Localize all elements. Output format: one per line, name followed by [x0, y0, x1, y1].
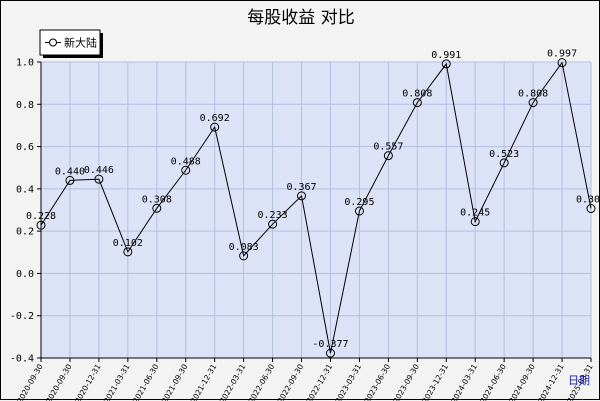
x-tick-label: 2024-09-30	[507, 362, 537, 401]
x-tick-label: 2024-03-31	[449, 362, 479, 401]
data-point	[297, 191, 307, 201]
data-label: 0.557	[373, 142, 403, 153]
data-label: 0.692	[200, 113, 230, 124]
x-tick-label: 2024-12-31	[536, 362, 566, 401]
x-tick-label: 2022-03-31	[218, 362, 248, 401]
data-label: 0.997	[547, 49, 577, 60]
y-tick-label: -0.4	[10, 354, 34, 365]
y-tick-label: 0.2	[16, 227, 34, 238]
data-label: 0.245	[460, 208, 490, 219]
chart-title: 每股收益 对比	[247, 8, 354, 28]
data-point	[441, 59, 451, 69]
data-label: 0.307	[576, 195, 600, 206]
x-axis-label: 日期	[568, 374, 590, 387]
x-tick-label: 2024-06-30	[478, 362, 508, 401]
legend-label: 新大陆	[64, 36, 97, 50]
data-label: 0.367	[286, 182, 316, 193]
series-layer	[36, 58, 596, 358]
data-label: 0.308	[142, 194, 172, 205]
data-point	[152, 203, 162, 213]
x-tick-label: 2021-03-31	[102, 362, 132, 401]
data-point	[470, 217, 480, 227]
data-label: 0.295	[344, 197, 374, 208]
data-point	[210, 122, 220, 132]
legend: 新大陆	[39, 29, 103, 58]
legend-marker	[49, 38, 57, 47]
data-point	[412, 98, 422, 108]
x-tick-label: 2020-09-30	[15, 362, 45, 401]
x-tick-label: 2022-09-30	[276, 362, 306, 401]
data-point	[528, 98, 538, 108]
data-point	[268, 219, 278, 229]
y-tick-label: 0.8	[16, 100, 34, 111]
data-point	[499, 158, 509, 168]
x-tick-label: 2023-09-30	[391, 362, 421, 401]
x-tick-label: 2023-03-31	[334, 362, 364, 401]
x-tick-label: 2021-12-31	[189, 362, 219, 401]
y-tick-label: 1.0	[16, 58, 34, 69]
data-point	[65, 175, 75, 185]
grid-lines	[40, 61, 592, 359]
y-axis-ticks: -0.4 -0.2 0.0 0.2 0.4 0.6 0.8 1.0	[10, 58, 41, 365]
data-label: -0.377	[312, 339, 348, 350]
x-tick-label: 2021-09-30	[160, 362, 190, 401]
series-line	[40, 61, 592, 354]
data-label: 0.233	[258, 210, 288, 221]
x-tick-label: 2023-06-30	[363, 362, 393, 401]
x-tick-label: 2020-12-31	[73, 362, 103, 401]
data-label: 0.808	[402, 89, 432, 100]
x-axis-ticks: 2020-09-30 2020-09-30 2020-12-31 2021-03-31…	[15, 358, 595, 401]
axes	[40, 62, 591, 359]
y-tick-label: 0.0	[16, 269, 34, 280]
y-tick-label: -0.2	[10, 311, 34, 322]
y-tick-label: 0.4	[16, 184, 34, 195]
data-label: 0.440	[55, 166, 85, 177]
data-label: 0.523	[489, 149, 519, 160]
data-point	[354, 206, 364, 216]
data-label: 0.446	[84, 165, 114, 176]
data-point	[325, 348, 335, 358]
x-tick-label: 2022-06-30	[247, 362, 277, 401]
data-point	[383, 151, 393, 161]
data-label: 0.228	[26, 211, 56, 222]
data-point	[123, 247, 133, 257]
data-label: 0.102	[113, 238, 143, 249]
x-tick-label: 2023-12-31	[420, 362, 450, 401]
x-tick-label: 2020-09-30	[44, 362, 74, 401]
data-point	[239, 251, 249, 261]
x-tick-label: 2021-06-30	[131, 362, 161, 401]
data-label: 0.808	[518, 89, 548, 100]
data-point	[36, 220, 46, 230]
x-tick-label: 2022-12-31	[305, 362, 335, 401]
y-tick-label: 0.6	[16, 142, 34, 153]
data-label: 0.991	[431, 50, 461, 61]
data-point	[586, 204, 596, 214]
plot-area	[41, 62, 591, 358]
data-point	[181, 165, 191, 175]
data-point	[557, 58, 567, 68]
data-point	[94, 174, 104, 184]
data-label: 0.488	[171, 156, 201, 167]
data-label: 0.083	[229, 242, 259, 253]
